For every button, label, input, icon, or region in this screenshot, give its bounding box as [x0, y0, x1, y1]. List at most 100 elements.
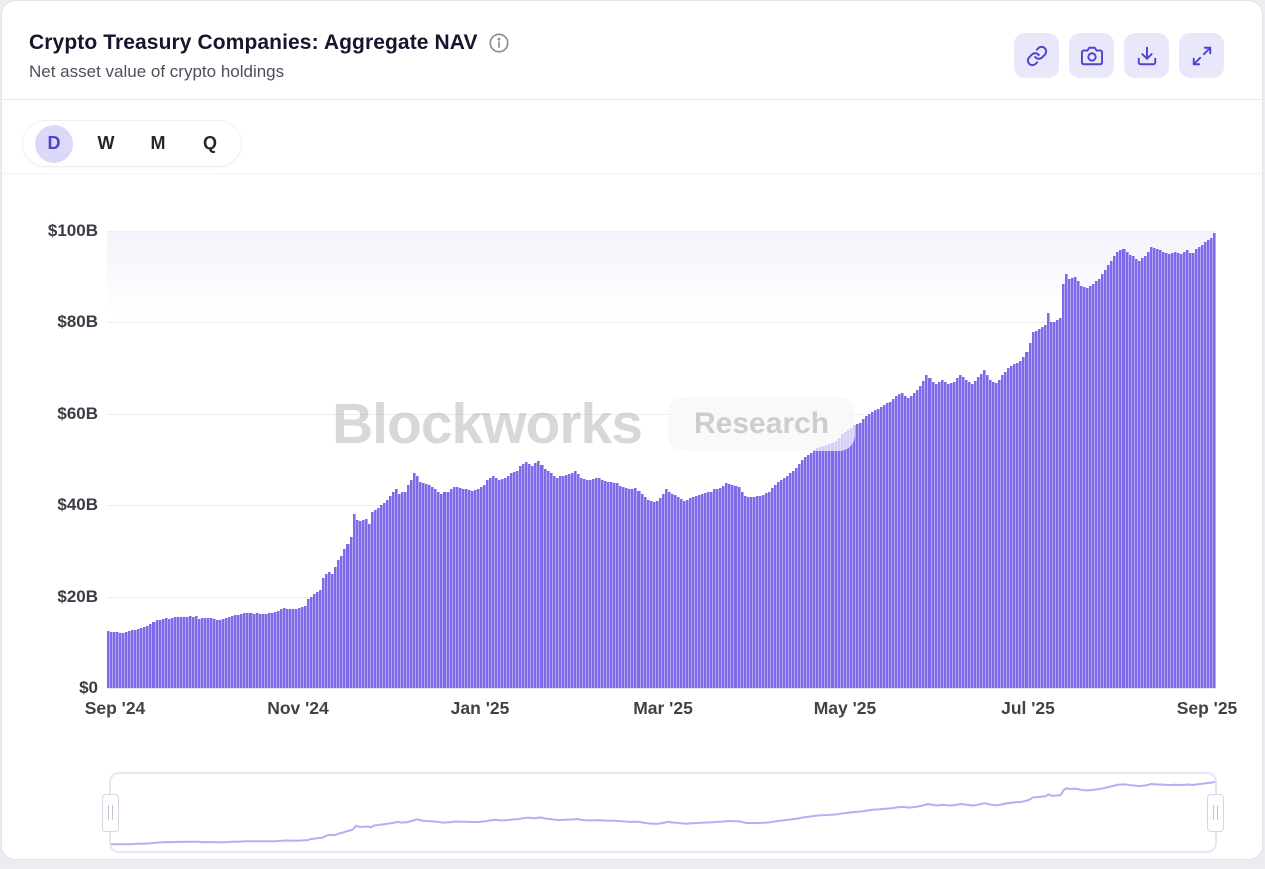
bar[interactable] [728, 484, 732, 688]
bar[interactable] [1131, 256, 1135, 688]
bar[interactable] [452, 486, 456, 688]
bar[interactable] [534, 463, 538, 688]
bar[interactable] [719, 487, 723, 688]
bar[interactable] [685, 499, 689, 688]
bar[interactable] [419, 482, 423, 688]
bar[interactable] [428, 484, 432, 688]
bar[interactable] [876, 409, 880, 688]
bar[interactable] [855, 423, 859, 688]
bar[interactable] [1083, 286, 1087, 688]
bar[interactable] [519, 466, 523, 688]
bar[interactable] [391, 492, 395, 688]
bar[interactable] [1086, 288, 1090, 688]
bar[interactable] [243, 612, 247, 688]
bar[interactable] [313, 594, 317, 688]
bar[interactable] [1104, 269, 1108, 688]
bar[interactable] [813, 450, 817, 688]
bar[interactable] [161, 618, 165, 688]
bar[interactable] [279, 608, 283, 688]
bar[interactable] [664, 489, 668, 688]
bar[interactable] [464, 489, 468, 688]
bar[interactable] [964, 379, 968, 688]
bar[interactable] [943, 381, 947, 688]
bar[interactable] [958, 375, 962, 688]
bar[interactable] [1167, 253, 1171, 688]
bar[interactable] [1116, 251, 1120, 688]
bar[interactable] [634, 487, 638, 688]
bar[interactable] [1201, 244, 1205, 688]
bar[interactable] [337, 560, 341, 688]
bar[interactable] [449, 489, 453, 688]
interval-option-q[interactable]: Q [202, 133, 217, 153]
bar[interactable] [264, 613, 268, 688]
bar[interactable] [116, 632, 120, 688]
bar[interactable] [1213, 233, 1217, 688]
bar[interactable] [170, 617, 174, 688]
range-selector[interactable] [102, 772, 1224, 853]
bar[interactable] [743, 496, 747, 688]
bar[interactable] [1089, 285, 1093, 688]
bar[interactable] [1073, 276, 1077, 688]
bar[interactable] [479, 486, 483, 688]
bar[interactable] [1070, 277, 1074, 688]
bar[interactable] [1058, 317, 1062, 688]
bar[interactable] [840, 434, 844, 688]
bar[interactable] [661, 493, 665, 688]
bar[interactable] [291, 608, 295, 688]
bar[interactable] [204, 617, 208, 688]
bar[interactable] [740, 491, 744, 688]
bar[interactable] [355, 519, 359, 688]
bar[interactable] [916, 390, 920, 688]
bar[interactable] [367, 523, 371, 688]
bar[interactable] [625, 488, 629, 688]
bar[interactable] [764, 493, 768, 688]
bar[interactable] [119, 632, 123, 688]
bar[interactable] [616, 483, 620, 688]
bar[interactable] [946, 384, 950, 688]
bar[interactable] [792, 470, 796, 688]
bar[interactable] [713, 489, 717, 688]
bar[interactable] [734, 485, 738, 688]
bar[interactable] [1061, 283, 1065, 688]
bar[interactable] [810, 452, 814, 688]
bar[interactable] [976, 377, 980, 688]
bar[interactable] [692, 497, 696, 688]
bar[interactable] [655, 500, 659, 688]
bar[interactable] [1101, 274, 1105, 688]
bar[interactable] [961, 377, 965, 688]
bar[interactable] [1092, 283, 1096, 688]
bar[interactable] [561, 475, 565, 688]
bar[interactable] [1183, 251, 1187, 688]
bar[interactable] [776, 482, 780, 688]
bar[interactable] [267, 613, 271, 688]
bar[interactable] [682, 500, 686, 688]
bar[interactable] [1186, 250, 1190, 688]
bar[interactable] [992, 381, 996, 688]
bar[interactable] [1137, 260, 1141, 688]
bar[interactable] [252, 613, 256, 688]
bar[interactable] [779, 480, 783, 688]
bar[interactable] [610, 482, 614, 688]
bar[interactable] [1192, 252, 1196, 688]
bar[interactable] [194, 616, 198, 688]
bar[interactable] [370, 512, 374, 688]
bar[interactable] [998, 379, 1002, 688]
bar[interactable] [1195, 249, 1199, 688]
bar[interactable] [576, 474, 580, 688]
bar[interactable] [1095, 281, 1099, 688]
bar[interactable] [513, 472, 517, 688]
bar[interactable] [1037, 329, 1041, 688]
bar[interactable] [125, 631, 129, 688]
bar[interactable] [870, 411, 874, 688]
bar[interactable] [716, 488, 720, 688]
bar[interactable] [1210, 237, 1214, 688]
bar[interactable] [1031, 331, 1035, 688]
bar[interactable] [1025, 352, 1029, 688]
bar[interactable] [394, 489, 398, 688]
bar[interactable] [852, 425, 856, 688]
bar[interactable] [564, 474, 568, 688]
bar[interactable] [219, 619, 223, 688]
bar[interactable] [431, 486, 435, 688]
bar[interactable] [352, 514, 356, 688]
bar[interactable] [349, 537, 353, 688]
